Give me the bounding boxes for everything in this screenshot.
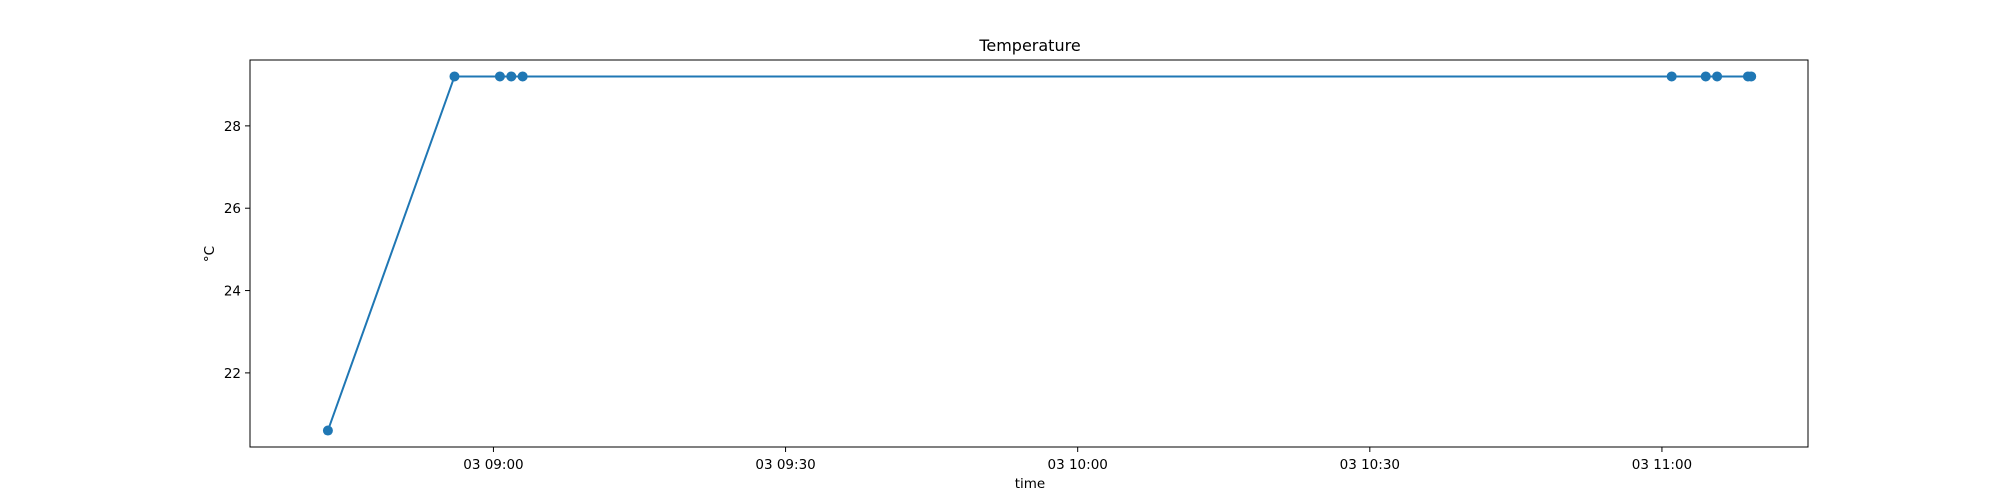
data-point xyxy=(322,425,333,436)
plot-area xyxy=(322,71,1757,436)
plot-frame xyxy=(249,59,1809,448)
data-point xyxy=(494,71,505,82)
y-tick-label: 22 xyxy=(224,366,241,382)
x-tick-label: 03 10:30 xyxy=(1340,457,1400,473)
x-tick-label: 03 09:30 xyxy=(755,457,815,473)
x-tick-label: 03 09:00 xyxy=(463,457,523,473)
data-point xyxy=(517,71,528,82)
x-axis: 03 09:00 03 09:30 03 10:00 03 10:30 03 11:00 xyxy=(463,447,1692,473)
y-tick-label: 24 xyxy=(224,284,241,300)
chart-title: Temperature xyxy=(978,36,1080,55)
data-point xyxy=(1666,71,1677,82)
y-tick-label: 28 xyxy=(224,119,241,135)
data-point xyxy=(1746,71,1757,82)
y-axis-label: °C xyxy=(202,246,218,262)
y-tick-label: 26 xyxy=(224,201,241,217)
series-line xyxy=(326,75,1752,431)
data-point xyxy=(506,71,517,82)
data-point xyxy=(1700,71,1711,82)
x-tick-label: 03 10:00 xyxy=(1048,457,1108,473)
data-point xyxy=(1712,71,1723,82)
x-tick-label: 03 11:00 xyxy=(1632,457,1692,473)
data-point xyxy=(449,71,460,82)
x-axis-label: time xyxy=(1015,476,1046,492)
y-axis: 22 24 26 28 xyxy=(224,119,250,382)
